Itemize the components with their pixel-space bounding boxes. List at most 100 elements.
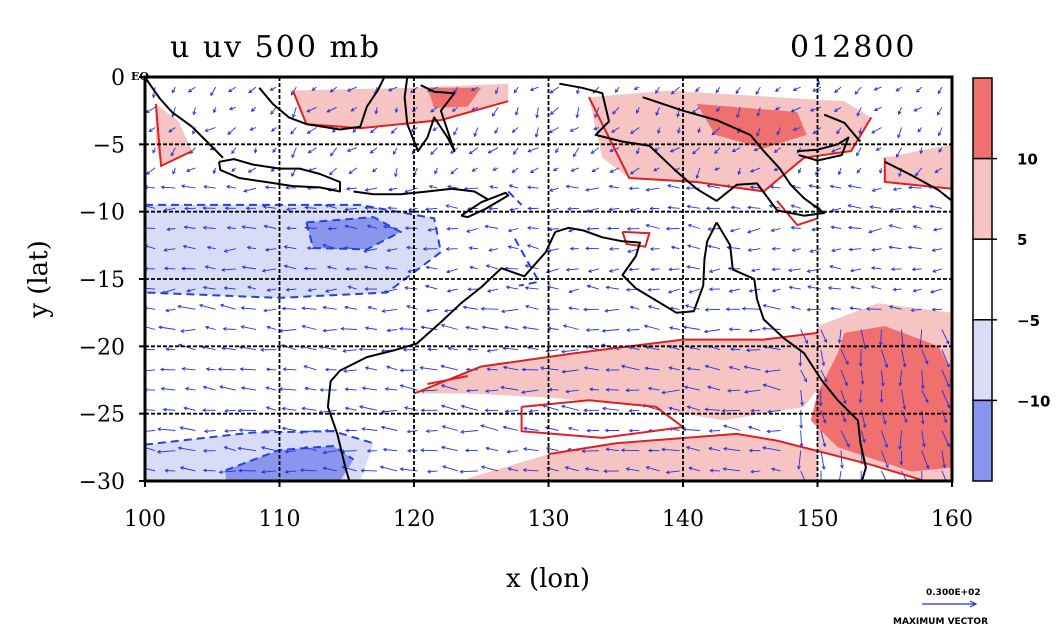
vector-head-791 — [750, 469, 755, 474]
vector-scale-caption: MAXIMUM VECTOR — [893, 617, 988, 627]
vector-head-251 — [344, 207, 349, 212]
vector-708 — [709, 430, 721, 432]
vector-217 — [490, 186, 499, 189]
vector-head-558 — [902, 363, 907, 368]
vector-head-490 — [322, 328, 327, 333]
vector-head-513 — [804, 340, 808, 345]
vector-679 — [941, 410, 947, 423]
vector-head-285 — [226, 225, 231, 230]
vector-head-568 — [282, 367, 287, 372]
vector-34 — [834, 86, 842, 93]
vector-head-182 — [570, 168, 575, 172]
vector-539 — [527, 346, 539, 351]
vector-419 — [525, 287, 539, 290]
vector-head-512 — [761, 326, 766, 331]
vector-550 — [746, 349, 761, 351]
vector-head-43 — [192, 111, 197, 116]
vector-314 — [831, 226, 842, 229]
vector-537 — [487, 349, 499, 352]
vector-376 — [469, 266, 479, 270]
vector-head-699 — [502, 425, 507, 430]
vector-178 — [512, 167, 519, 173]
vector-524 — [222, 347, 236, 351]
vector-head-227 — [666, 184, 672, 188]
vector-305 — [646, 224, 660, 229]
vector-172 — [394, 167, 398, 177]
vector-466 — [670, 307, 680, 310]
vector-head-523 — [178, 343, 183, 348]
vector-535 — [448, 347, 458, 351]
vector-261 — [567, 207, 579, 210]
vector-421 — [569, 288, 579, 293]
vector-head-395 — [829, 264, 834, 269]
vector-747 — [686, 446, 700, 452]
vector-head-391 — [751, 268, 756, 273]
vector-head-748 — [685, 446, 690, 450]
vector-606 — [266, 387, 277, 391]
vector-64 — [636, 107, 640, 114]
vector-255 — [446, 205, 458, 209]
vector-head-593 — [803, 378, 808, 383]
vector-541 — [561, 349, 579, 353]
vector-head-128 — [291, 154, 295, 159]
contour-pos-c2 — [548, 432, 926, 481]
vector-737 — [486, 447, 499, 452]
vector-456 — [463, 306, 478, 310]
vector-head-322 — [163, 247, 168, 252]
vector-head-36 — [854, 90, 859, 95]
vector-778 — [508, 468, 519, 472]
vector-head-38 — [895, 87, 900, 92]
vector-730 — [341, 450, 357, 452]
vector-head-284 — [202, 225, 207, 230]
vector-27 — [695, 86, 701, 92]
vector-head-349 — [707, 244, 712, 249]
vector-304 — [627, 228, 640, 230]
vector-545 — [646, 346, 660, 351]
vector-head-98 — [494, 129, 499, 135]
vector-head-724 — [202, 448, 207, 453]
y-tick-label-0: 0 — [111, 66, 125, 91]
vector-head-446 — [240, 306, 245, 310]
vector-head-686 — [238, 428, 243, 433]
contour-pos-c5 — [291, 90, 509, 130]
vector-head-75 — [833, 108, 838, 112]
vector-head-46 — [250, 108, 255, 112]
colorbar: 10 5 −5 −10 — [972, 77, 1050, 482]
vector-head-782 — [564, 466, 569, 470]
vector-572 — [386, 366, 398, 371]
vector-head-39 — [915, 88, 920, 93]
vector-333 — [406, 246, 418, 250]
vector-head-300 — [526, 225, 531, 230]
vector-586 — [669, 367, 680, 371]
vector-head-313 — [790, 225, 795, 230]
vector-677 — [901, 410, 908, 423]
vector-head-576 — [440, 364, 445, 369]
vector-54 — [430, 106, 438, 113]
vector-head-720 — [946, 443, 950, 448]
vector-head-156 — [856, 152, 860, 157]
vector-298 — [508, 228, 519, 232]
vector-head-192 — [773, 167, 778, 172]
y-tick-label-3: −15 — [79, 268, 125, 293]
vector-head-591 — [743, 365, 748, 370]
vector-647 — [282, 407, 297, 411]
vector-head-597 — [880, 382, 885, 387]
vector-head-700 — [522, 426, 528, 431]
vector-head-702 — [567, 426, 572, 431]
vector-409 — [325, 288, 337, 292]
vector-485 — [241, 325, 257, 330]
vector-670 — [751, 409, 761, 412]
vector-head-116 — [858, 130, 863, 135]
vector-head-73 — [790, 108, 795, 113]
vector-head-594 — [823, 378, 828, 383]
vector-head-125 — [231, 150, 235, 155]
vector-head-275 — [830, 208, 835, 212]
vector-head-444 — [198, 303, 204, 308]
vector-497 — [482, 326, 499, 330]
vector-head-141 — [555, 149, 559, 154]
vector-124 — [231, 147, 237, 154]
vector-head-355 — [831, 248, 836, 253]
vector-head-102 — [569, 128, 574, 132]
vector-head-340 — [526, 244, 531, 248]
vector-390 — [751, 268, 761, 272]
